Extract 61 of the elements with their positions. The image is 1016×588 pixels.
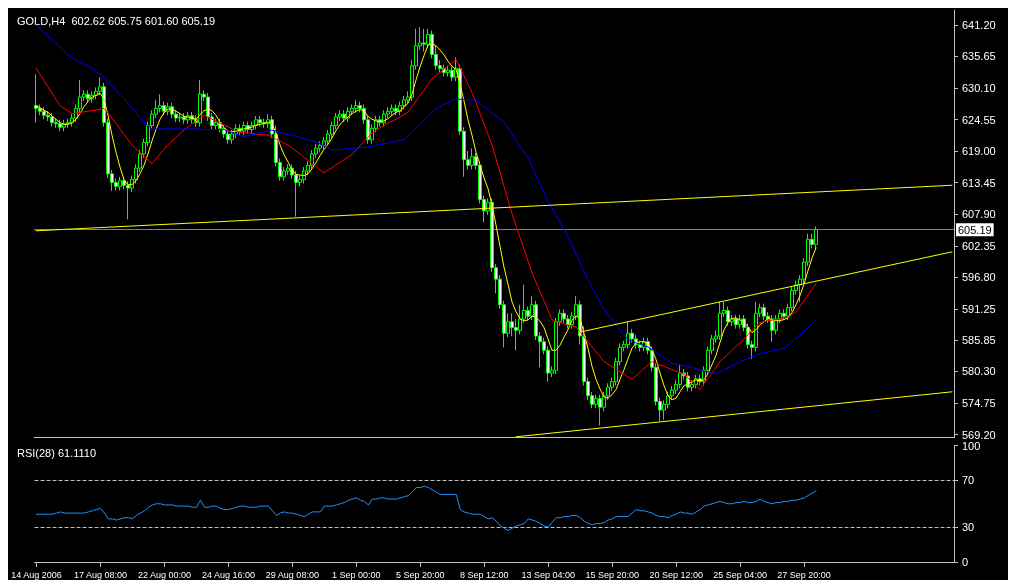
candlestick: [626, 321, 630, 350]
y-tick-label: 641.20: [962, 18, 996, 31]
candlestick: [126, 180, 130, 220]
y-tick-label: 624.55: [962, 113, 996, 126]
y-tick-label: 70: [962, 474, 975, 487]
chart-title: GOLD,H4 602.62 605.75 601.60 605.19: [17, 14, 216, 27]
x-tick-label: 29 Aug 08:00: [265, 569, 319, 580]
candlestick: [394, 103, 398, 116]
y-tick-label: 30: [962, 521, 975, 534]
y-tick-label: 607.90: [962, 208, 996, 221]
x-tick-label: 1 Sep 00:00: [332, 569, 381, 580]
x-tick-label: 17 Aug 08:00: [73, 569, 128, 580]
candlestick: [718, 301, 722, 341]
y-tick-label: 569.20: [962, 428, 996, 441]
x-tick-label: 22 Aug 00:00: [137, 569, 191, 580]
candlestick: [734, 314, 738, 330]
candlestick: [354, 99, 358, 113]
candlestick: [178, 112, 182, 123]
y-tick-label: 0: [962, 556, 969, 568]
y-tick-label: 591.25: [962, 303, 996, 316]
y-tick-label: 613.45: [962, 176, 996, 189]
y-tick-label: 630.10: [962, 81, 996, 94]
candlestick: [446, 65, 450, 78]
candlestick: [50, 112, 54, 128]
y-tick-label: 602.35: [962, 239, 996, 252]
ref-line-label: 605.19: [958, 223, 992, 236]
chart-title: RSI(28) 61.1110: [17, 446, 97, 459]
candlestick: [226, 129, 230, 145]
y-tick-label: 596.80: [962, 271, 996, 284]
candlestick: [442, 64, 446, 78]
candlestick: [726, 305, 730, 327]
y-tick-label: 635.65: [962, 50, 996, 63]
y-tick-label: 585.85: [962, 333, 996, 346]
candlestick: [762, 303, 766, 321]
candlestick: [42, 106, 46, 120]
line-series: [36, 485, 817, 532]
candlestick: [182, 112, 186, 125]
candlestick: [58, 119, 62, 132]
candlestick: [598, 394, 602, 426]
x-tick-label: 20 Sep 12:00: [649, 569, 703, 580]
y-tick-label: 619.00: [962, 145, 996, 158]
candlestick: [402, 95, 406, 111]
candlestick: [422, 28, 426, 53]
y-tick-label: 100: [962, 439, 981, 452]
x-tick-label: 8 Sep 12:00: [459, 569, 509, 580]
x-tick-label: 5 Sep 20:00: [396, 569, 445, 580]
candlestick: [86, 89, 90, 104]
candlestick: [34, 73, 38, 124]
y-tick-label: 580.30: [962, 365, 996, 378]
candlestick: [258, 115, 262, 128]
candlestick: [118, 176, 122, 191]
x-tick-label: 27 Sep 20:00: [777, 569, 831, 580]
candlestick: [390, 103, 394, 116]
x-tick-label: 15 Sep 20:00: [585, 569, 639, 580]
x-tick-label: 13 Sep 04:00: [521, 569, 576, 580]
candlestick: [470, 147, 474, 170]
x-tick-label: 14 Aug 2006: [11, 569, 62, 580]
x-tick-label: 25 Sep 04:00: [713, 569, 767, 580]
candlestick: [342, 109, 346, 123]
y-tick-label: 574.75: [962, 396, 996, 409]
x-tick-label: 24 Aug 16:00: [201, 569, 255, 580]
